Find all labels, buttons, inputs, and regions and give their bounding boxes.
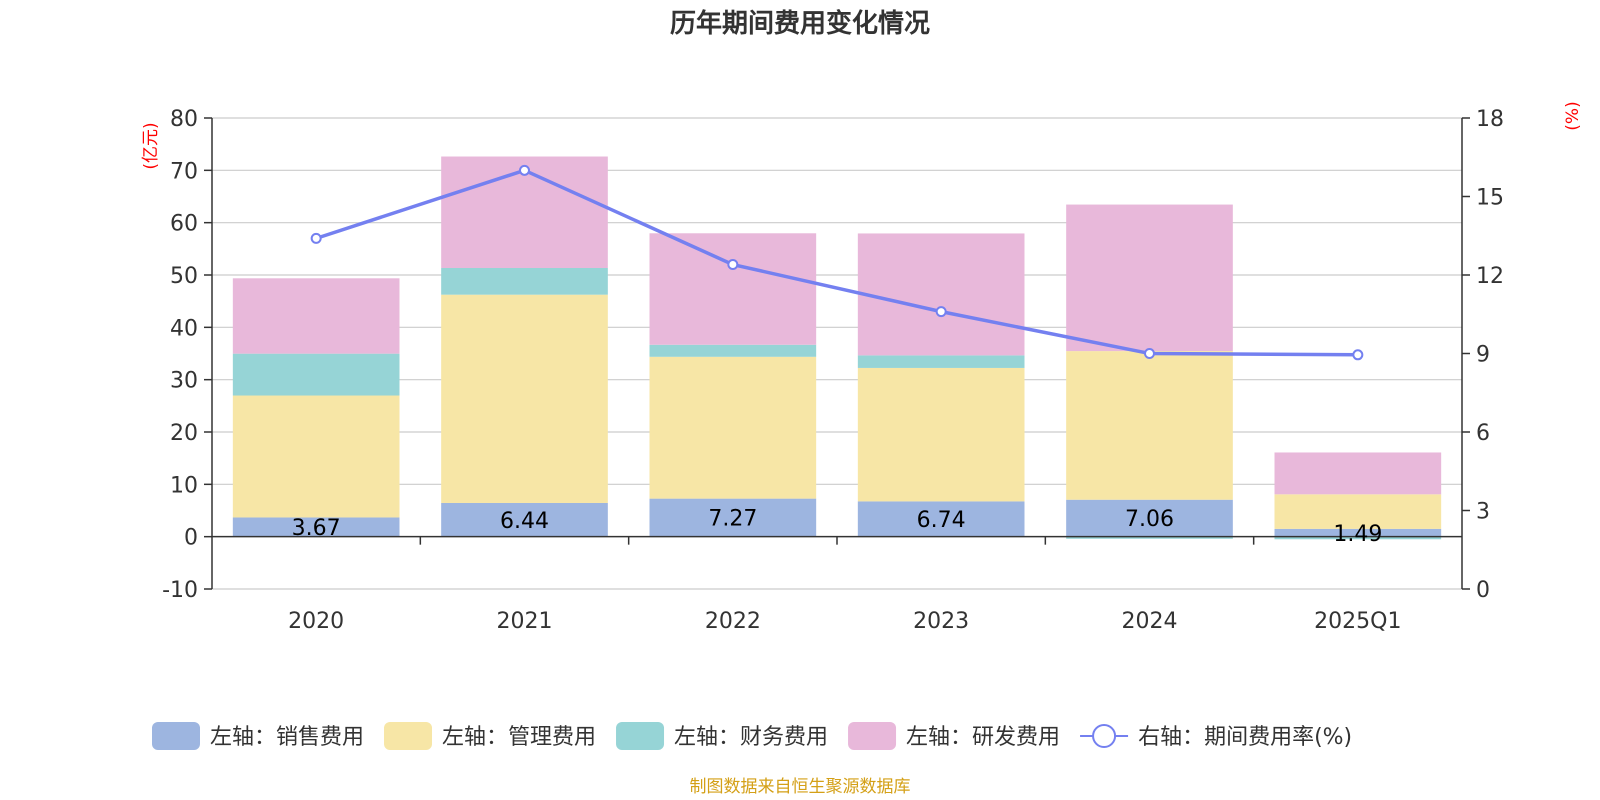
left-tick-label: -10 [162,578,198,603]
legend-swatch [848,722,897,750]
bar-value-label: 7.27 [708,507,757,532]
left-tick-label: 10 [170,473,198,498]
legend-label: 左轴：研发费用 [906,725,1060,750]
bar-segment-series-1 [857,367,1025,502]
bar-segment-series-0 [1274,528,1442,537]
rate-line-series [310,164,1364,361]
bar-segment-series-2 [857,355,1025,368]
legend-item-1[interactable]: 左轴：管理费用 [384,722,596,750]
bar-segment-series-2 [441,267,608,295]
bar-segment-series-2 [1066,536,1233,539]
grid-lines [212,117,1462,590]
legend-label: 左轴：管理费用 [442,725,596,750]
legend-item-2[interactable]: 左轴：财务费用 [616,722,828,750]
category-label: 2021 [497,609,553,634]
bar-segment-series-1 [649,356,817,499]
right-tick-label: 6 [1476,421,1490,446]
bar-segment-series-2 [1274,536,1442,540]
right-tick-label: 3 [1476,500,1490,525]
right-tick-label: 15 [1476,186,1504,211]
bar-segment-series-2 [232,353,400,396]
source-note: 制图数据来自恒生聚源数据库 [690,777,911,797]
category-label: 2025Q1 [1314,609,1401,634]
right-tick-label: 12 [1476,264,1504,289]
bar-segment-series-0 [441,502,608,537]
bar-value-label: 6.74 [917,508,966,533]
bar-segment-series-1 [1274,494,1442,529]
legend-swatch [384,722,433,750]
bar-value-label: 1.49 [1333,522,1382,547]
left-tick-label: 50 [170,264,198,289]
right-tick-label: 9 [1476,343,1490,368]
legend-label: 左轴：销售费用 [210,725,364,750]
rate-line-path [315,168,1358,357]
rate-point [1144,348,1155,359]
rate-point [519,164,530,176]
left-tick-label: 80 [170,107,198,132]
rate-point [727,259,739,271]
legend-item-4[interactable]: 右轴：期间费用率(%) [1080,724,1352,750]
right-tick-label: 0 [1476,578,1490,603]
bar-segment-series-3 [857,233,1025,356]
rate-point [935,306,947,318]
bar-segment-series-1 [1066,351,1233,500]
category-label: 2022 [705,609,761,634]
left-tick-label: 0 [184,526,198,551]
bar-labels: 3.67 6.44 7.27 6.74 7.06 1.49 [292,507,1383,547]
bar-segment-series-1 [441,294,608,503]
bar-segment-series-1 [232,395,400,518]
bar-segment-series-0 [1066,499,1233,537]
category-label: 2023 [913,609,969,634]
bar-segment-series-3 [1066,204,1233,352]
legend-item-3[interactable]: 左轴：研发费用 [848,722,1060,750]
left-axis-unit: (亿元) [141,122,161,169]
category-label: 2024 [1122,609,1178,634]
legend-swatch [152,722,200,750]
legend-item-0[interactable]: 左轴：销售费用 [152,722,364,750]
left-tick-label: 30 [170,369,198,394]
legend-label: 左轴：财务费用 [674,725,828,750]
chart-title: 历年期间费用变化情况 [670,8,930,39]
bar-series [232,156,1442,540]
left-tick-label: 70 [170,159,198,184]
legend-label: 右轴：期间费用率(%) [1138,725,1352,750]
legend-swatch [616,722,665,750]
bar-segment-series-0 [857,501,1025,537]
rate-point [1352,349,1364,361]
bar-segment-series-0 [232,517,400,537]
left-tick-label: 20 [170,421,198,446]
bar-segment-series-3 [1274,452,1442,495]
left-tick-label: 60 [170,212,198,237]
legend: 左轴：销售费用 左轴：管理费用 左轴：财务费用 左轴：研发费用 右轴：期间费用率(%) [152,722,1352,750]
right-tick-label: 18 [1476,107,1504,132]
bar-value-label: 3.67 [292,516,341,541]
bar-segment-series-3 [232,278,400,354]
bar-segment-series-0 [649,498,817,537]
bar-segment-series-2 [649,344,817,357]
bar-segment-series-3 [649,233,817,345]
category-label: 2020 [288,609,344,634]
rate-point [310,232,322,244]
right-axis-unit: (%) [1563,101,1583,130]
bar-value-label: 7.06 [1125,507,1174,532]
bar-value-label: 6.44 [500,509,549,534]
legend-marker [1092,724,1117,748]
left-tick-label: 40 [170,316,198,341]
